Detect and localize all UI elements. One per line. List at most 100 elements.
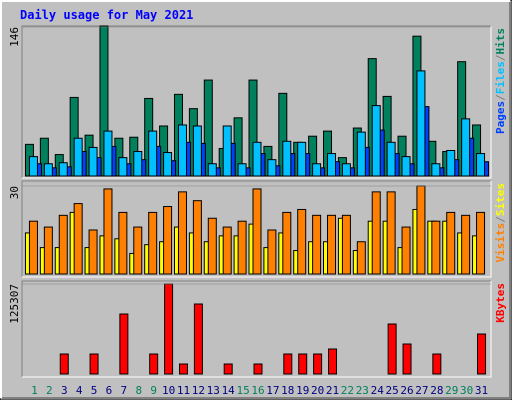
bar (312, 214, 322, 275)
x-tick-label: 19 (296, 384, 309, 397)
bar (252, 188, 262, 275)
bar (237, 220, 247, 275)
bar (58, 162, 68, 177)
panel-bevel-light (22, 281, 492, 378)
x-tick-label: 21 (326, 384, 339, 397)
bar (476, 211, 486, 275)
bar (222, 226, 232, 275)
bar (401, 226, 411, 275)
bar (103, 188, 113, 275)
bar (133, 226, 143, 275)
bar (356, 131, 366, 177)
panel-bevel-light (22, 26, 492, 179)
x-tick-label: 5 (91, 384, 98, 397)
bar (313, 353, 323, 375)
bar (416, 70, 426, 177)
x-tick-label: 2 (46, 384, 53, 397)
bar (178, 363, 188, 375)
x-tick-label: 26 (400, 384, 413, 397)
bar (192, 200, 202, 275)
x-tick-label: 10 (162, 384, 175, 397)
bar (118, 157, 128, 177)
bar (164, 283, 174, 375)
bar (432, 353, 442, 375)
bar (119, 313, 129, 375)
chart-title: Daily usage for May 2021 (20, 8, 193, 22)
bar (267, 229, 277, 275)
bar (207, 163, 217, 177)
bar (371, 191, 381, 275)
bar (387, 323, 397, 375)
bar (149, 353, 159, 375)
bar (163, 206, 173, 275)
x-tick-label: 8 (135, 384, 142, 397)
bar (446, 211, 456, 275)
bar (327, 153, 337, 177)
bar (461, 118, 471, 177)
bar (177, 191, 187, 275)
legend-entry: Files (494, 61, 507, 94)
legend-entry: Sites (494, 183, 507, 216)
bar (386, 141, 396, 177)
bar (416, 185, 426, 275)
bar (89, 353, 99, 375)
x-tick-label: 3 (61, 384, 68, 397)
panel-bevel-light (22, 181, 492, 278)
x-tick-label: 11 (177, 384, 190, 397)
bar (148, 130, 158, 177)
bar (177, 124, 187, 177)
x-tick-label: 31 (475, 384, 488, 397)
bar (88, 146, 98, 177)
bar (43, 226, 53, 275)
legend-entry: Hits (494, 28, 507, 55)
x-tick-label: 1 (31, 384, 38, 397)
x-tick-label: 25 (386, 384, 399, 397)
bar (237, 163, 247, 177)
panel-bevel-dark (21, 280, 491, 377)
bar (192, 125, 202, 177)
bar (103, 130, 113, 177)
panel-bevel-dark (21, 25, 491, 178)
panel (22, 281, 491, 377)
legend-entry: Pages (494, 101, 507, 134)
x-tick-label: 6 (106, 384, 113, 397)
bar (282, 140, 292, 177)
bar (28, 156, 38, 177)
bar (401, 156, 411, 177)
bar (73, 203, 83, 275)
bar (118, 211, 128, 275)
bar (298, 353, 308, 375)
bar (43, 163, 53, 177)
bar (58, 214, 68, 275)
legend-separator: / (494, 94, 507, 101)
x-tick-label: 24 (371, 384, 385, 397)
bar (461, 214, 471, 275)
x-tick-label: 7 (121, 384, 128, 397)
x-tick-label: 12 (192, 384, 205, 397)
x-tick-label: 9 (150, 384, 157, 397)
legend: KBytes (494, 283, 507, 323)
bar (207, 217, 217, 275)
bar (163, 152, 173, 177)
legend-entry: KBytes (494, 283, 507, 323)
legend: Pages/Files/Hits (494, 28, 507, 134)
bar (282, 211, 292, 275)
x-tick-label: 18 (281, 384, 294, 397)
y-tick-label: 125307 (8, 284, 21, 324)
x-tick-label: 16 (251, 384, 264, 397)
bar (371, 105, 381, 177)
x-tick-label: 30 (460, 384, 473, 397)
bar (327, 214, 337, 275)
legend-separator: / (494, 54, 507, 61)
x-tick-label: 14 (222, 384, 236, 397)
bar (133, 151, 143, 177)
bar (222, 125, 232, 177)
bar (28, 220, 38, 275)
panel-bevel-dark (21, 180, 491, 277)
bar (193, 303, 203, 375)
x-tick-label: 29 (445, 384, 458, 397)
x-tick-label: 28 (430, 384, 443, 397)
y-tick-label: 146 (8, 27, 21, 47)
